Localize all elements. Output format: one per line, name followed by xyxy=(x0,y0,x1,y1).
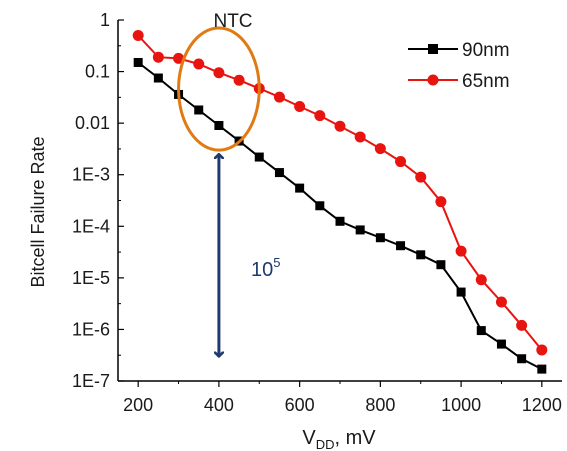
data-point-65nm xyxy=(415,171,427,183)
data-point-90nm xyxy=(153,73,163,83)
data-point-65nm xyxy=(435,196,447,208)
data-point-90nm xyxy=(254,152,264,162)
data-point-90nm xyxy=(335,216,345,226)
ntc-label: NTC xyxy=(213,11,252,32)
y-tick-label: 0.01 xyxy=(75,113,110,133)
gap-label-base: 10 xyxy=(251,259,273,281)
data-point-90nm xyxy=(436,260,446,270)
y-tick-label: 1E-7 xyxy=(72,371,110,391)
data-point-65nm xyxy=(455,245,467,257)
x-axis-label: VDD, mV xyxy=(302,427,376,451)
data-point-65nm xyxy=(273,91,285,103)
data-point-65nm xyxy=(132,30,144,42)
data-point-90nm xyxy=(456,287,466,297)
x-axis-label-subscript: DD xyxy=(316,437,335,451)
y-tick-label: 1E-6 xyxy=(72,319,110,339)
data-point-90nm xyxy=(416,250,426,260)
data-point-90nm xyxy=(214,121,224,131)
data-point-65nm xyxy=(314,110,326,122)
legend-65nm-marker xyxy=(427,74,439,86)
tick-group: 1 0.1 0.01 1E-3 1E-4 1E-5 1E-6 1E-7 200 400 600 800… xyxy=(72,10,562,415)
x-axis-label-unit: , mV xyxy=(335,427,377,449)
data-point-90nm xyxy=(295,183,305,193)
data-point-65nm xyxy=(193,58,205,70)
data-point-65nm xyxy=(294,101,306,113)
data-point-90nm xyxy=(315,201,325,211)
y-tick-label: 1E-3 xyxy=(72,165,110,185)
y-axis-label: Bitcell Failure Rate xyxy=(28,136,48,287)
data-point-90nm xyxy=(517,354,527,364)
data-point-65nm xyxy=(536,344,548,356)
data-point-90nm xyxy=(496,339,506,349)
series-90nm xyxy=(133,57,547,374)
y-tick-label: 1E-4 xyxy=(72,216,110,236)
ntc-region xyxy=(177,26,261,152)
x-tick-label: 200 xyxy=(123,395,153,415)
data-point-65nm xyxy=(475,274,487,286)
gap-label: 105 xyxy=(251,255,280,281)
y-tick-label: 1E-5 xyxy=(72,268,110,288)
y-tick-label: 0.1 xyxy=(85,62,110,82)
gap-label-exponent: 5 xyxy=(273,255,280,270)
x-tick-label: 800 xyxy=(365,395,395,415)
series-group xyxy=(132,30,548,374)
legend-90nm-marker xyxy=(428,44,438,54)
x-tick-label: 1000 xyxy=(441,395,481,415)
data-point-65nm xyxy=(354,131,366,143)
legend-90nm-label: 90nm xyxy=(462,40,510,61)
x-tick-label: 400 xyxy=(204,395,234,415)
x-axis-label-main: V xyxy=(302,427,316,449)
data-point-65nm xyxy=(516,319,528,331)
data-point-65nm xyxy=(374,143,386,155)
data-point-90nm xyxy=(194,105,204,115)
data-point-90nm xyxy=(396,241,406,251)
data-point-90nm xyxy=(133,57,143,67)
data-point-65nm xyxy=(395,156,407,168)
data-point-65nm xyxy=(334,120,346,132)
data-point-90nm xyxy=(476,326,486,336)
data-point-90nm xyxy=(537,364,547,374)
data-point-65nm xyxy=(152,51,164,63)
data-point-90nm xyxy=(274,168,284,178)
y-tick-label: 1 xyxy=(100,10,110,30)
data-point-65nm xyxy=(213,67,225,79)
data-point-90nm xyxy=(355,225,365,235)
series-65nm xyxy=(132,30,548,356)
x-tick-label: 600 xyxy=(285,395,315,415)
data-point-65nm xyxy=(495,296,507,308)
data-point-65nm xyxy=(233,74,245,86)
x-tick-label: 1200 xyxy=(522,395,562,415)
annotation-group xyxy=(177,26,261,356)
legend: 90nm 65nm xyxy=(408,40,510,92)
legend-65nm-label: 65nm xyxy=(462,71,510,92)
data-point-90nm xyxy=(375,233,385,243)
